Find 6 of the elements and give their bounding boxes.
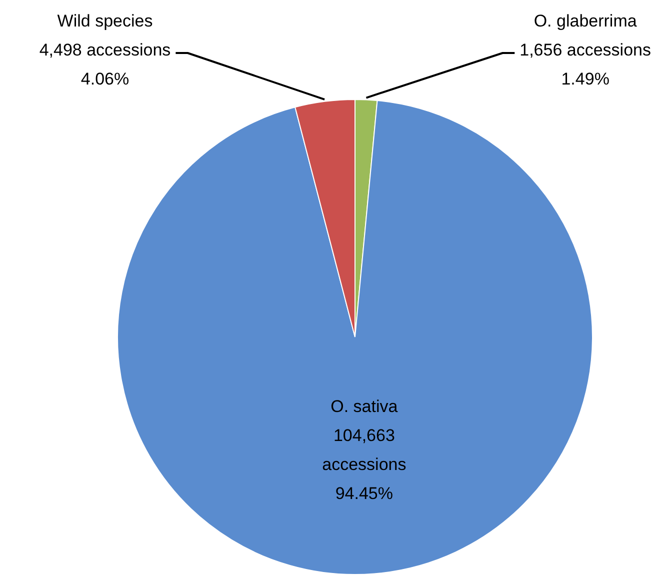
data-label: 4,498 accessions 4.06%	[39, 40, 171, 89]
data-label: 1,656 accessions 1.49%	[520, 40, 652, 89]
slice-label: O. sativa	[330, 396, 398, 416]
data-label: 104,663 accessions 94.45%	[322, 426, 406, 503]
slice-label: O. glaberrima	[534, 12, 638, 31]
slice-label: Wild species	[57, 12, 153, 31]
